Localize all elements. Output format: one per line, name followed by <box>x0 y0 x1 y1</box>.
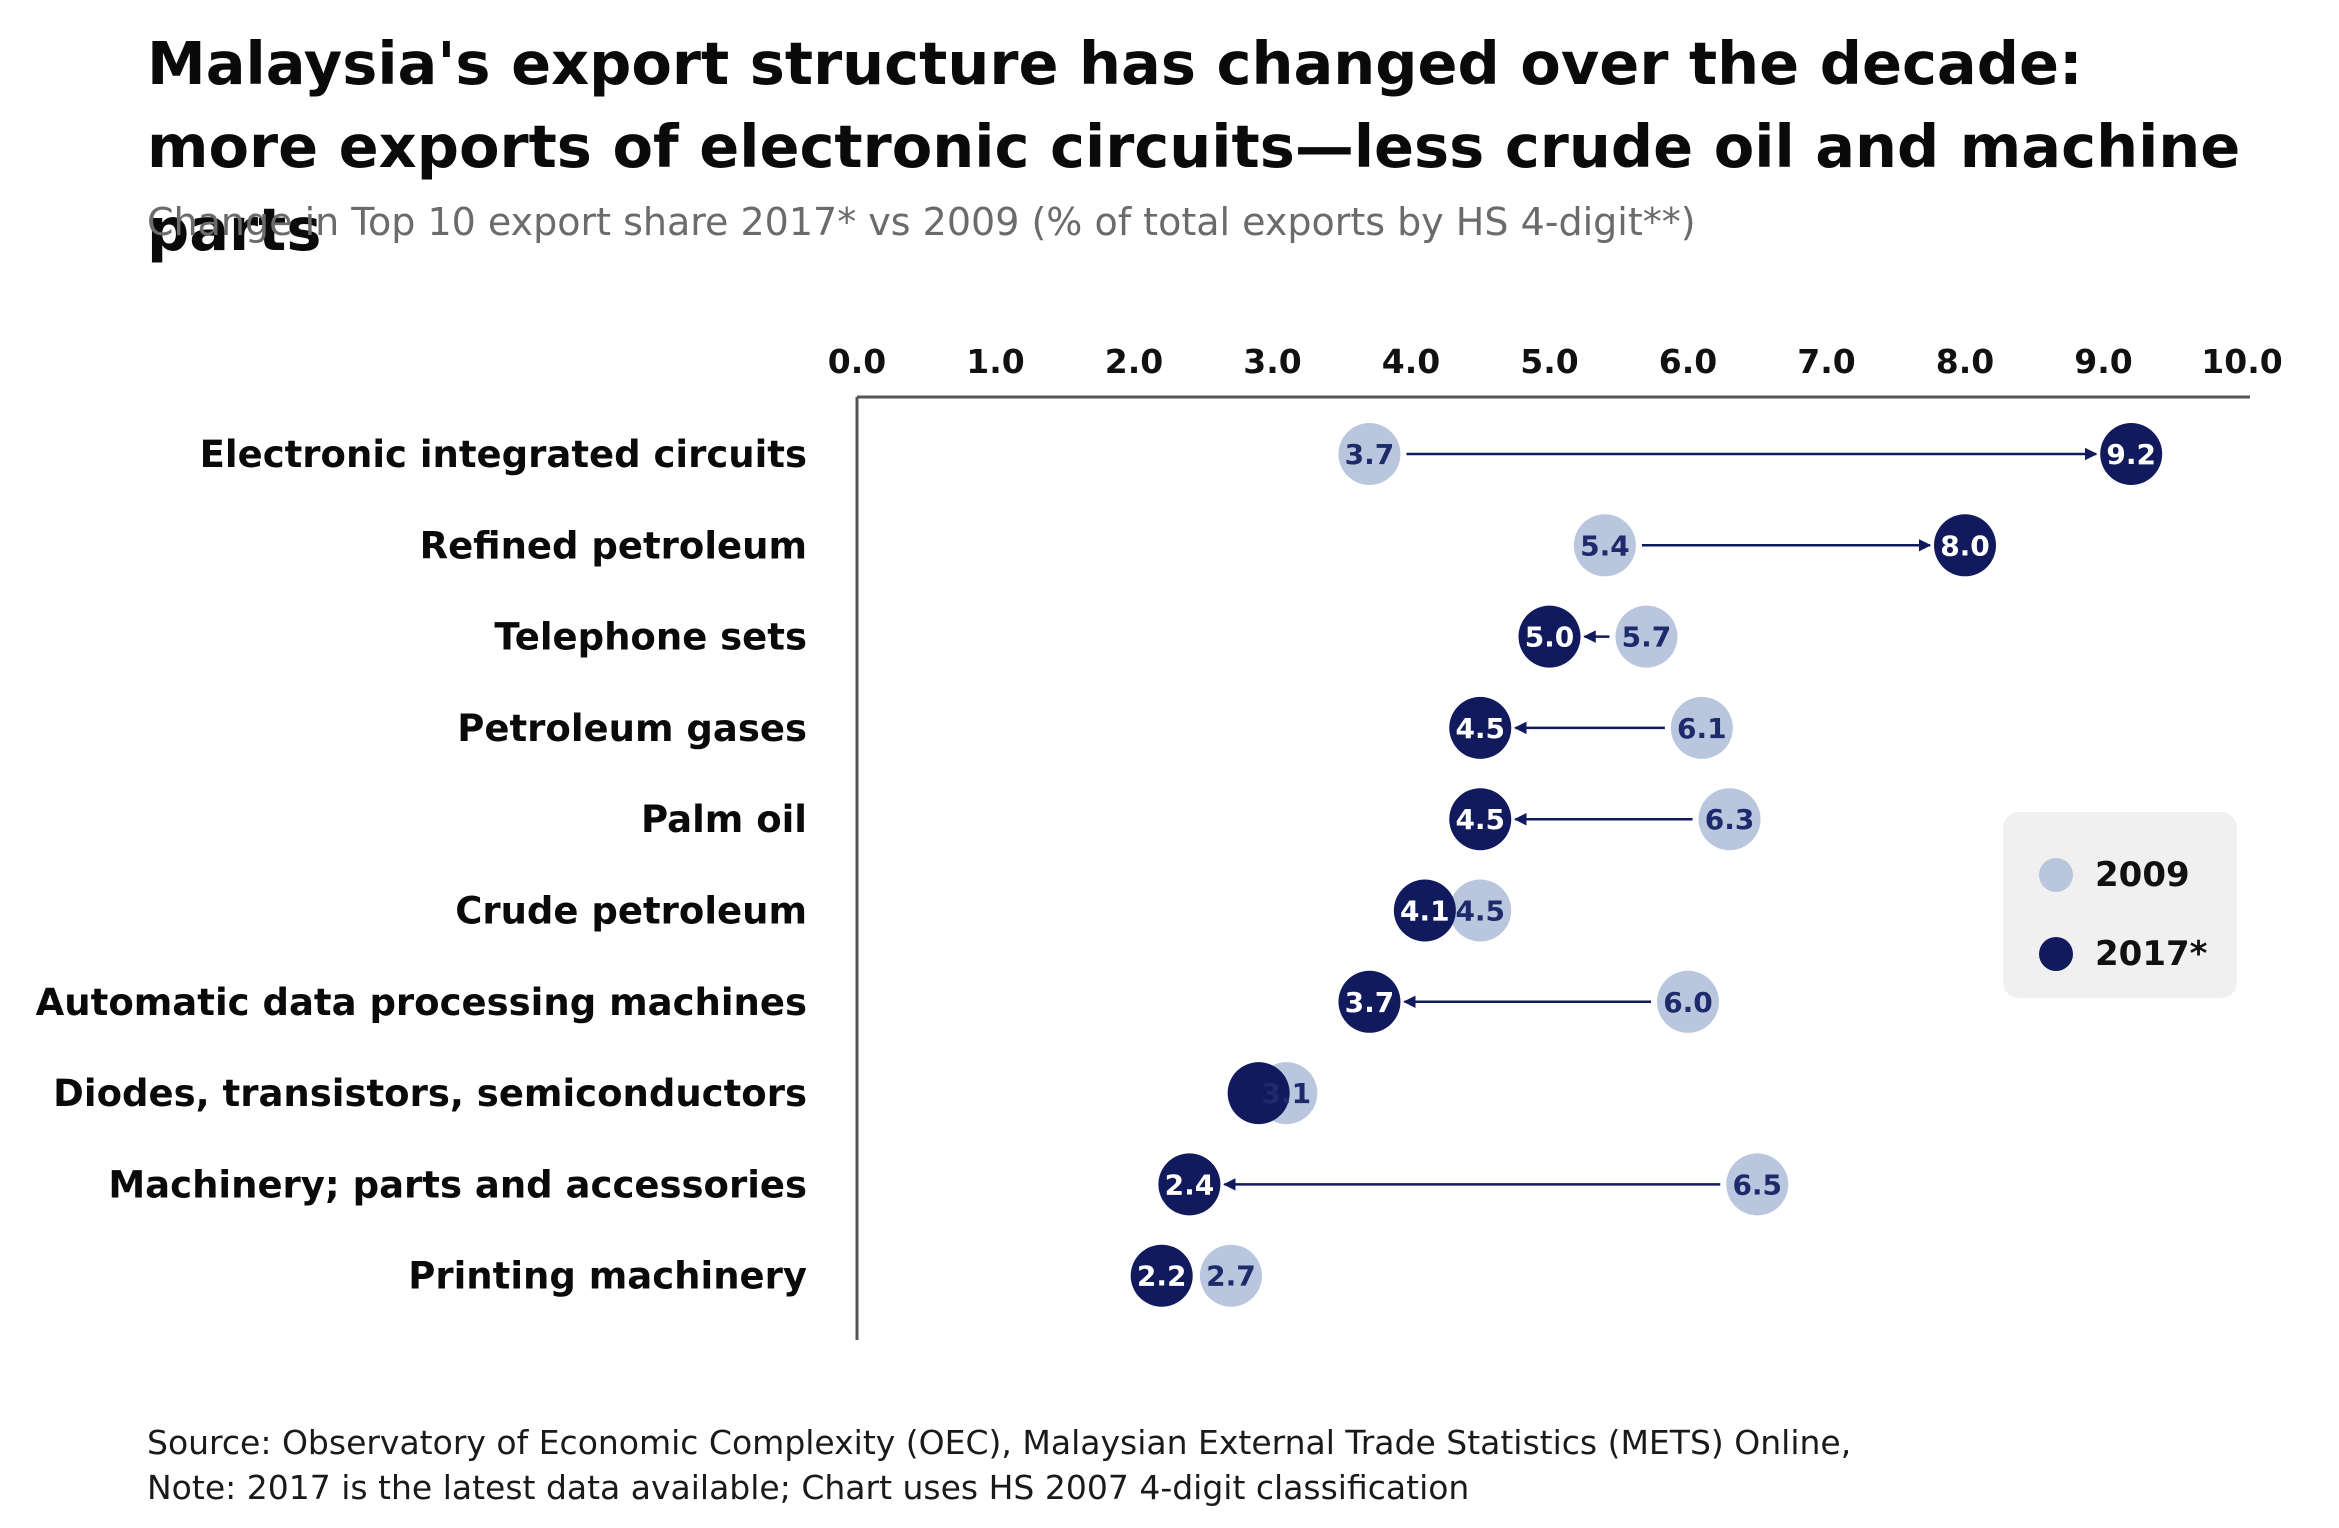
dot-2009 <box>1449 879 1512 942</box>
category-labels: Electronic integrated circuits Refined pe… <box>36 433 807 1298</box>
value-label-2009: 5.7 <box>1622 621 1672 654</box>
dot-2017 <box>1934 514 1996 577</box>
dumbbell-row: 4.54.1 <box>1393 879 1512 942</box>
value-label-2017: 8.0 <box>1940 529 1990 562</box>
dumbbell-row: 6.0 3.7 <box>1338 970 1719 1033</box>
dot-2009 <box>1698 788 1761 851</box>
dumbbell-row: 6.1 4.5 <box>1449 696 1733 759</box>
value-label-2017: 3.7 <box>1345 986 1395 1019</box>
dot-2017 <box>1393 879 1456 942</box>
category-label: Refined petroleum <box>420 524 807 567</box>
value-label-2017: 4.5 <box>1455 803 1505 836</box>
chart-footer: Source: Observatory of Economic Complexi… <box>147 1420 1851 1510</box>
x-tick-label: 0.0 <box>828 342 886 381</box>
dot-2017 <box>1227 1062 1290 1125</box>
legend-item-2017: 2017* <box>2039 934 2207 974</box>
dot-2017 <box>1338 970 1401 1033</box>
x-tick-label: 3.0 <box>1243 342 1301 381</box>
dumbbell-row: 6.3 4.5 <box>1449 788 1761 851</box>
value-label-2009: 5.4 <box>1580 529 1630 562</box>
category-label: Printing machinery <box>408 1255 807 1298</box>
dumbbell-row: 6.5 2.4 <box>1158 1153 1789 1216</box>
value-label-2009: 6.5 <box>1732 1168 1782 1201</box>
category-label: Petroleum gases <box>457 707 807 750</box>
category-label: Automatic data processing machines <box>36 981 807 1024</box>
dot-2009 <box>1573 514 1636 577</box>
legend-label-2017: 2017* <box>2095 934 2208 974</box>
category-label: Palm oil <box>641 798 807 841</box>
dumbbell-row: 5.4 8.0 <box>1573 514 1996 577</box>
dot-2009 <box>1726 1153 1789 1216</box>
x-tick-label: 2.0 <box>1105 342 1163 381</box>
source-note: Source: Observatory of Economic Complexi… <box>147 1423 1852 1462</box>
chart-legend: 2009 2017* <box>2003 812 2237 998</box>
dot-2017 <box>1158 1153 1221 1216</box>
x-tick-label: 4.0 <box>1382 342 1440 381</box>
legend-label-2009: 2009 <box>2095 855 2190 895</box>
category-label: Electronic integrated circuits <box>200 433 807 476</box>
x-tick-label: 8.0 <box>1936 342 1994 381</box>
dot-2017 <box>1518 605 1581 668</box>
chart-subtitle: Change in Top 10 export share 2017* vs 2… <box>147 200 1696 244</box>
dumbbell-row: 3.7 9.2 <box>1338 423 2163 485</box>
x-tick-label: 7.0 <box>1797 342 1855 381</box>
dumbbell-row: 3.1 <box>1227 1062 1318 1125</box>
x-tick-label: 5.0 <box>1520 342 1578 381</box>
dot-2017 <box>1449 696 1512 759</box>
value-label-2009: 6.1 <box>1677 712 1727 745</box>
value-label-2009: 3.1 <box>1262 1077 1312 1110</box>
category-label: Diodes, transistors, semiconductors <box>53 1072 807 1115</box>
dot-2017 <box>2100 423 2163 485</box>
value-label-2017: 9.2 <box>2106 438 2156 471</box>
value-label-2017: 2.4 <box>1165 1168 1215 1201</box>
category-label: Telephone sets <box>494 616 807 659</box>
dot-2009 <box>1199 1244 1262 1307</box>
x-tick-label: 6.0 <box>1659 342 1717 381</box>
value-label-2017: 4.5 <box>1455 712 1505 745</box>
value-label-2009: 6.0 <box>1663 986 1713 1019</box>
data-note: Note: 2017 is the latest data available;… <box>147 1468 1470 1507</box>
dumbbell-chart: 0.0 1.0 2.0 3.0 4.0 5.0 6.0 7.0 8.0 9.0 10.0 Elect… <box>36 342 2283 1340</box>
value-label-2017: 5.0 <box>1525 621 1575 654</box>
dot-2017 <box>1449 788 1512 851</box>
dot-2009 <box>1670 696 1733 759</box>
legend-swatch-2017 <box>2039 937 2073 971</box>
value-label-2017: 4.1 <box>1400 895 1450 928</box>
x-tick-label: 9.0 <box>2074 342 2132 381</box>
value-label-2009: 2.7 <box>1206 1260 1256 1293</box>
x-tick-label: 10.0 <box>2201 342 2282 381</box>
dumbbell-row: 5.7 5.0 <box>1518 605 1678 668</box>
chart-title: Malaysia's export structure has changed … <box>147 29 2241 264</box>
dot-2009 <box>1657 970 1719 1033</box>
value-label-2009: 3.7 <box>1345 438 1395 471</box>
legend-swatch-2009 <box>2039 858 2073 892</box>
value-label-2009: 6.3 <box>1705 803 1755 836</box>
dot-2009 <box>1338 423 1401 485</box>
legend-item-2009: 2009 <box>2039 855 2190 895</box>
x-axis: 0.0 1.0 2.0 3.0 4.0 5.0 6.0 7.0 8.0 9.0 10.0 <box>828 342 2283 1340</box>
data-rows: 3.7 9.25.4 8.05.75.06.14.56.34.54.54.16.03… <box>1130 423 2163 1307</box>
dumbbell-row: 2.7 2.2 <box>1130 1244 1262 1307</box>
value-label-2009: 4.5 <box>1455 895 1505 928</box>
value-label-2017: 2.2 <box>1137 1260 1187 1293</box>
x-tick-label: 1.0 <box>966 342 1024 381</box>
dot-2009 <box>1615 605 1678 668</box>
category-label: Machinery; parts and accessories <box>108 1163 807 1206</box>
category-label: Crude petroleum <box>455 890 807 933</box>
dot-2017 <box>1130 1244 1193 1307</box>
